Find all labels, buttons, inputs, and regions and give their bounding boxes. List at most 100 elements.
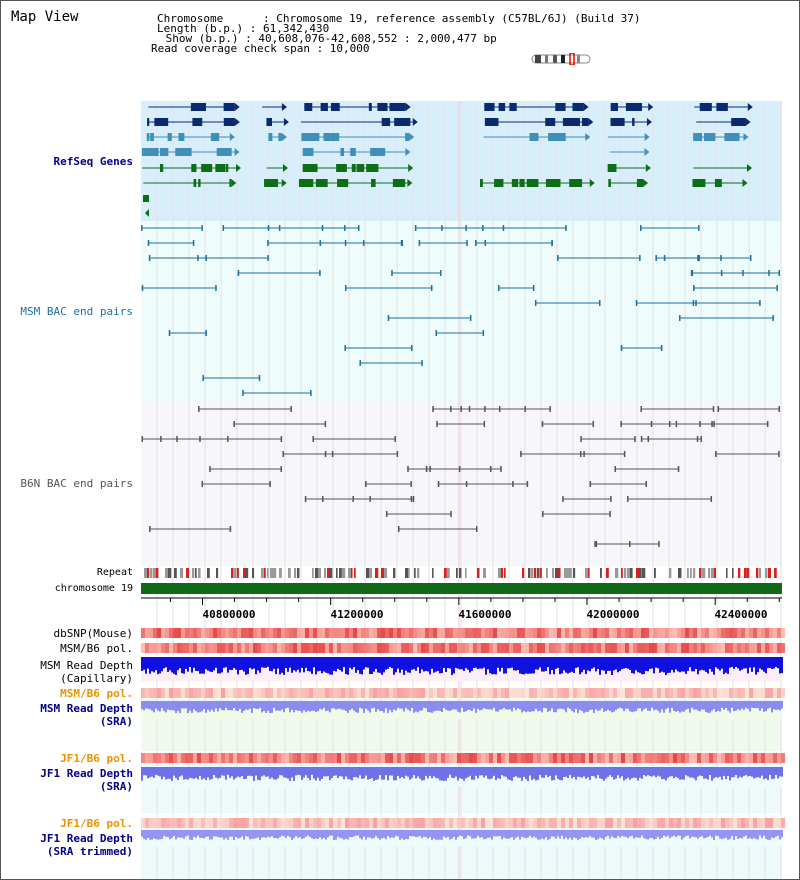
depth-bar	[285, 701, 287, 709]
polymorphism-cell	[377, 753, 381, 763]
msm-pol-label[interactable]: MSM/B6 pol.	[60, 642, 133, 655]
polymorphism-cell	[157, 818, 161, 828]
polymorphism-cell	[417, 688, 421, 698]
depth-bar	[219, 657, 221, 674]
dbsnp-label[interactable]: dbSNP(Mouse)	[53, 627, 133, 640]
depth-bar	[653, 701, 655, 711]
depth-bar	[751, 767, 753, 777]
polymorphism-cell	[245, 628, 249, 638]
depth-bar	[345, 657, 347, 675]
depth-bar	[307, 657, 309, 672]
depth-bar	[739, 830, 741, 838]
polymorphism-cell	[217, 753, 221, 763]
depth-bar	[359, 701, 361, 708]
depth-bar	[367, 830, 369, 838]
polymorphism-cell	[717, 628, 721, 638]
repeat-mark	[615, 568, 619, 578]
msm-depth-sra-sublabel: (SRA)	[99, 715, 133, 728]
depth-bar	[509, 701, 511, 710]
gene-exon	[607, 164, 617, 172]
repeat-mark	[312, 568, 314, 578]
depth-bar	[411, 830, 413, 837]
depth-bar	[315, 657, 317, 675]
depth-bar	[473, 701, 475, 709]
depth-bar	[681, 657, 683, 672]
msm-bac-end	[720, 270, 723, 276]
depth-bar	[157, 767, 159, 776]
jf1-pol-2-label[interactable]: JF1/B6 pol.	[60, 817, 133, 830]
depth-bar	[491, 767, 493, 779]
depth-bar	[341, 767, 343, 777]
refseq-label[interactable]: RefSeq Genes	[53, 155, 133, 168]
polymorphism-cell	[377, 818, 381, 828]
b6n-bac-end	[365, 481, 367, 487]
polymorphism-cell	[689, 818, 693, 828]
gene-exon	[366, 164, 379, 172]
chromosome-ideogram[interactable]	[531, 53, 593, 65]
depth-bar	[231, 830, 233, 837]
depth-bar	[777, 830, 779, 836]
depth-bar	[501, 701, 503, 710]
depth-bar	[263, 657, 265, 668]
depth-bar	[745, 701, 747, 708]
polymorphism-cell	[729, 643, 733, 653]
depth-bar	[233, 830, 235, 840]
depth-bar	[365, 657, 367, 668]
chromosome-bar	[141, 583, 782, 594]
b6n-bac-label[interactable]: B6N BAC end pairs	[20, 477, 133, 490]
polymorphism-cell	[309, 628, 313, 638]
polymorphism-cell	[333, 628, 337, 638]
repeat-mark	[702, 568, 706, 578]
polymorphism-cell	[249, 688, 253, 698]
depth-bar	[629, 767, 631, 780]
depth-bar	[241, 830, 243, 837]
depth-bar	[297, 830, 299, 838]
depth-bar	[277, 657, 279, 669]
polymorphism-cell	[325, 753, 329, 763]
depth-bar	[555, 701, 557, 713]
msm-depth-cap-label[interactable]: MSM Read Depth	[40, 659, 133, 672]
depth-bar	[235, 767, 237, 778]
polymorphism-cell	[577, 628, 581, 638]
repeat-mark	[288, 568, 291, 578]
jf1-pol-label[interactable]: JF1/B6 pol.	[60, 752, 133, 765]
depth-bar	[599, 701, 601, 711]
b6n-bac-end	[549, 406, 551, 412]
depth-bar	[719, 830, 721, 839]
depth-bar	[383, 830, 385, 838]
depth-bar	[645, 830, 647, 839]
polymorphism-cell	[301, 628, 305, 638]
msm-bac-label[interactable]: MSM BAC end pairs	[20, 305, 133, 318]
depth-bar	[527, 701, 529, 712]
depth-bar	[245, 701, 247, 710]
polymorphism-cell	[329, 753, 333, 763]
jf1-depth-sra-label[interactable]: JF1 Read Depth	[40, 767, 133, 780]
repeat-mark	[573, 568, 576, 578]
msm-pol-2-label[interactable]: MSM/B6 pol.	[60, 687, 133, 700]
polymorphism-cell	[281, 688, 285, 698]
polymorphism-cell	[577, 643, 581, 653]
polymorphism-cell	[177, 688, 181, 698]
polymorphism-cell	[649, 628, 653, 638]
depth-bar	[179, 657, 181, 669]
gene-exon	[545, 118, 556, 126]
polymorphism-cell	[493, 753, 497, 763]
polymorphism-cell	[409, 628, 413, 638]
depth-bar	[299, 657, 301, 673]
msm-bac-end	[267, 240, 269, 246]
polymorphism-cell	[373, 643, 377, 653]
depth-bar	[231, 701, 233, 711]
depth-bar	[513, 701, 515, 708]
polymorphism-cell	[333, 818, 337, 828]
depth-bar	[153, 657, 155, 673]
repeat-mark	[588, 568, 590, 578]
polymorphism-cell	[649, 643, 653, 653]
polymorphism-cell	[273, 818, 277, 828]
depth-bar	[497, 830, 499, 837]
msm-depth-sra-label[interactable]: MSM Read Depth	[40, 702, 133, 715]
jf1-depth-trim-label[interactable]: JF1 Read Depth	[40, 832, 133, 845]
depth-bar	[659, 830, 661, 840]
msm-bac-end	[267, 255, 269, 261]
depth-bar	[617, 767, 619, 776]
